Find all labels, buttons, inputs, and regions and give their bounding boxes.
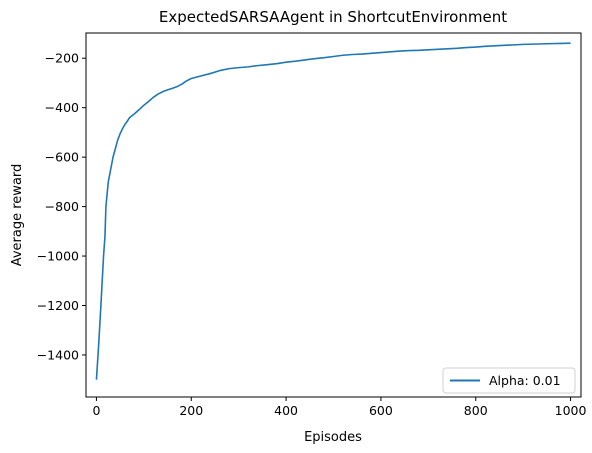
- legend: Alpha: 0.01: [442, 367, 576, 394]
- y-tick-label: −800: [45, 199, 79, 214]
- y-tick-label: −600: [45, 150, 79, 165]
- y-tick-label: −200: [45, 51, 79, 66]
- y-tick-label: −1400: [37, 347, 79, 362]
- x-tick-label: 0: [92, 403, 100, 418]
- x-axis-label: Episodes: [304, 430, 362, 445]
- x-tick-label: 600: [369, 403, 393, 418]
- plot-frame: [85, 32, 582, 398]
- x-tick-label: 200: [179, 403, 203, 418]
- x-tick-label: 1000: [555, 403, 587, 418]
- y-tick-label: −400: [45, 100, 79, 115]
- x-tick-label: 400: [274, 403, 298, 418]
- chart-title: ExpectedSARSAAgent in ShortcutEnvironmen…: [159, 8, 507, 26]
- y-tick-label: −1000: [37, 249, 79, 264]
- x-tick-label: 800: [464, 403, 488, 418]
- axis-ticks: 0 200 400 600 800 1000 −1400 −1200 −1000 −800 −600…: [37, 51, 587, 418]
- legend-box: [442, 367, 576, 394]
- plot-area: [95, 42, 571, 380]
- y-tick-label: −1200: [37, 298, 79, 313]
- legend-label: Alpha: 0.01: [489, 373, 561, 388]
- y-axis-label: Average reward: [10, 164, 25, 267]
- series-line: [95, 42, 571, 380]
